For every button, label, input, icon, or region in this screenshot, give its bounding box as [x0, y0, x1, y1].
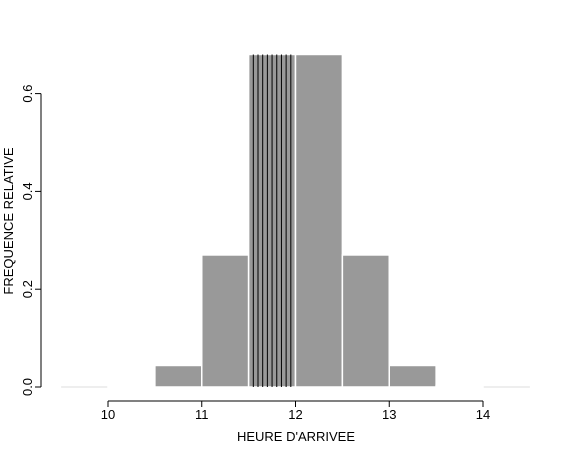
y-tick-label-1: 0.2 — [20, 280, 35, 298]
histogram-bar-1 — [154, 364, 203, 388]
y-tick-label-0: 0.0 — [20, 378, 35, 396]
x-tick-label-0: 10 — [101, 407, 115, 422]
x-tick-label-3: 13 — [382, 407, 396, 422]
histogram-bar-0 — [107, 384, 156, 388]
x-tick-label-2: 12 — [288, 407, 302, 422]
bars-group — [61, 53, 530, 388]
vertical-lines-group — [252, 54, 292, 387]
histogram-bar-5 — [341, 254, 390, 388]
x-tick-label-1: 11 — [195, 407, 209, 422]
axes-group: 10 11 12 13 14 0.0 0.2 0.4 0.6 — [20, 85, 490, 422]
y-axis-title: FREQUENCE RELATIVE — [1, 147, 16, 294]
x-axis-title: HEURE D'ARRIVEE — [237, 429, 355, 444]
y-tick-label-2: 0.4 — [20, 182, 35, 200]
x-tick-label-4: 14 — [476, 407, 490, 422]
histogram-bar-2 — [201, 254, 250, 388]
histogram-bar-7 — [435, 384, 484, 388]
histogram-bar-4 — [294, 53, 344, 388]
histogram-bar-6 — [388, 364, 437, 388]
y-tick-label-3: 0.6 — [20, 85, 35, 103]
